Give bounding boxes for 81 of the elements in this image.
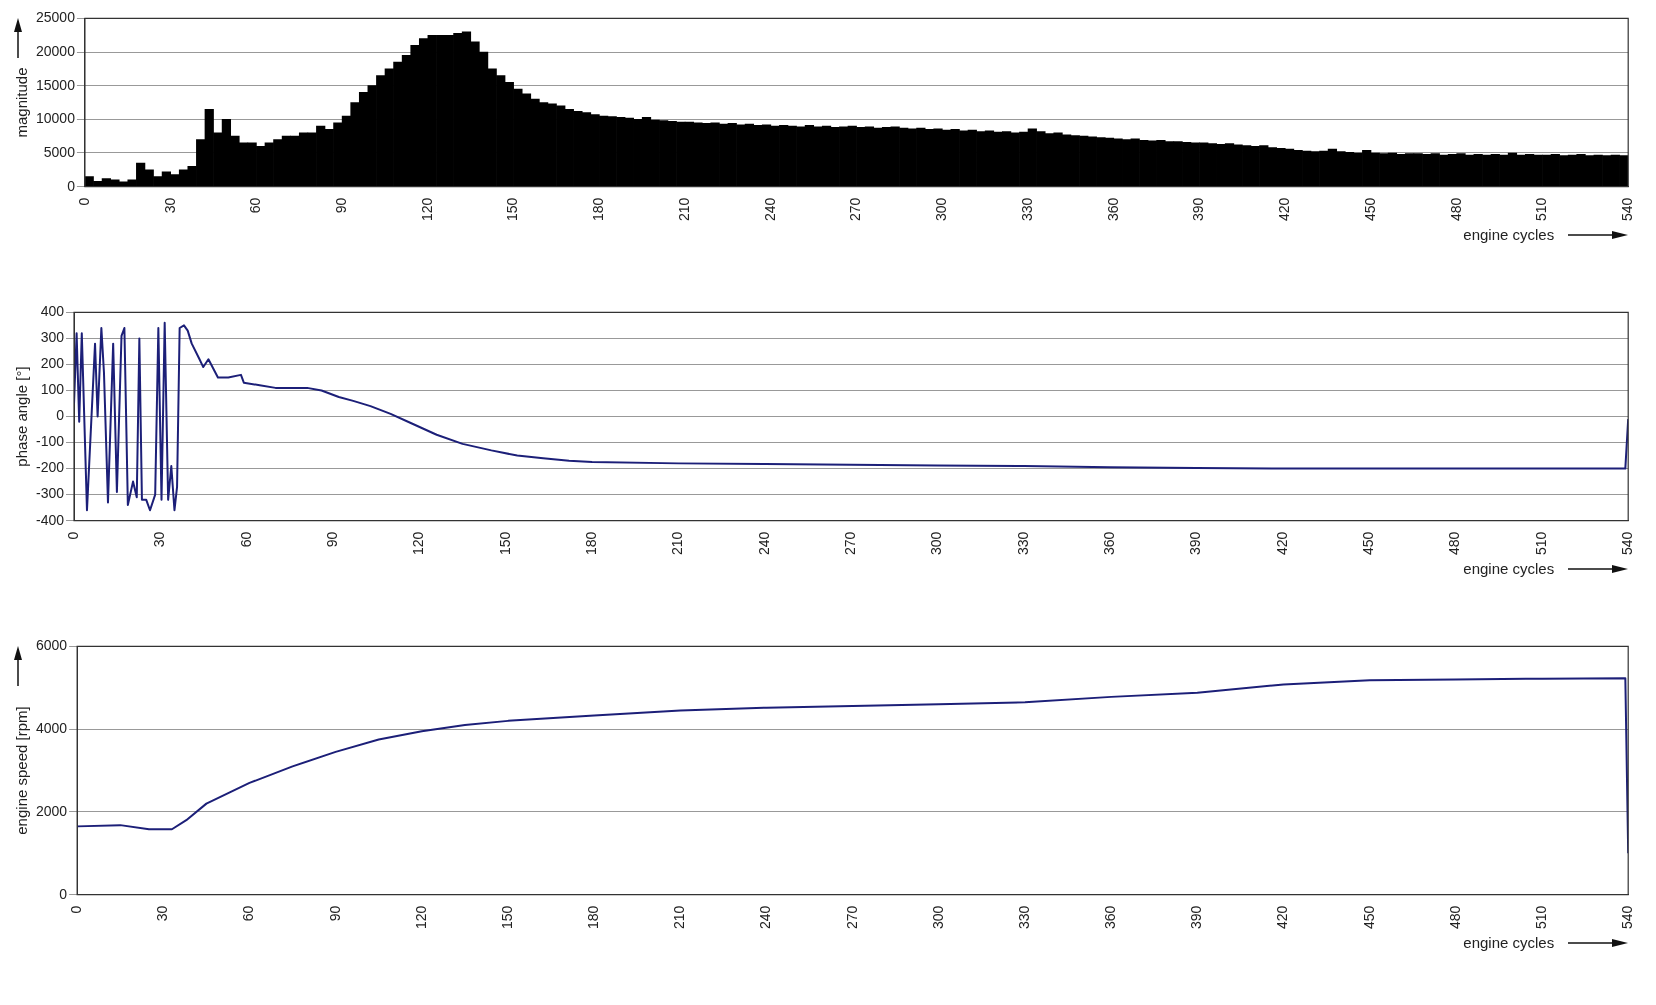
x-tick-label: 300 [933, 197, 950, 221]
y-tick-label: 6000 [35, 637, 68, 654]
x-tick-label: 330 [1014, 531, 1031, 555]
x-tick-label: 330 [1018, 197, 1035, 221]
x-tick-label: 120 [410, 531, 427, 555]
x-tick-label: 540 [1619, 531, 1636, 555]
x-tick-label: 0 [75, 197, 92, 206]
x-tick-label: 270 [847, 197, 864, 221]
y-tick-label: -200 [35, 459, 65, 476]
y-tick-label: 300 [40, 329, 65, 346]
x-tick-label: 420 [1273, 531, 1290, 555]
y-tick-label: 0 [59, 885, 68, 902]
x-axis-title: engine cycles [1463, 934, 1555, 951]
y-tick-label: 5000 [43, 143, 76, 160]
y-tick-label: -300 [35, 485, 65, 502]
y-axis-title: magnitude [13, 67, 31, 138]
x-tick-label: 120 [412, 905, 429, 929]
x-tick-label: 180 [590, 197, 607, 221]
y-tick-label: 20000 [35, 42, 76, 59]
x-tick-label: 210 [675, 197, 692, 221]
y-tick-label: 0 [67, 177, 76, 194]
y-tick-label: 400 [40, 303, 65, 320]
x-tick-label: 0 [68, 905, 84, 914]
x-tick-label: 90 [326, 905, 343, 922]
x-tick-label: 240 [761, 197, 778, 221]
y-axis-title: engine speed [rpm] [13, 706, 31, 835]
x-tick-label: 390 [1187, 531, 1204, 555]
x-tick-label: 480 [1446, 531, 1463, 555]
x-tick-label: 450 [1360, 531, 1377, 555]
x-tick-label: 30 [151, 531, 168, 548]
x-tick-label: 150 [498, 905, 515, 929]
x-tick-label: 360 [1102, 905, 1119, 929]
x-tick-label: 270 [843, 905, 860, 929]
x-tick-label: 510 [1533, 197, 1550, 221]
x-tick-label: 60 [237, 531, 254, 548]
y-tick-label: -400 [35, 511, 65, 528]
x-tick-label: 180 [585, 905, 602, 929]
x-tick-label: 390 [1188, 905, 1205, 929]
x-tick-label: 480 [1447, 197, 1464, 221]
x-tick-label: 150 [504, 197, 521, 221]
y-tick-label: 10000 [35, 110, 76, 127]
x-tick-label: 240 [755, 531, 772, 555]
x-tick-label: 540 [1619, 905, 1636, 929]
x-tick-label: 510 [1532, 905, 1549, 929]
y-tick-label: 200 [40, 355, 65, 372]
y-tick-label: 4000 [35, 720, 68, 737]
x-tick-label: 450 [1361, 197, 1378, 221]
x-tick-label: 150 [496, 531, 513, 555]
y-tick-label: 100 [40, 381, 65, 398]
x-tick-label: 60 [247, 197, 264, 214]
y-tick-label: 25000 [35, 9, 76, 26]
x-tick-label: 300 [928, 531, 945, 555]
y-tick-label: -100 [35, 433, 65, 450]
x-axis-title: engine cycles [1463, 560, 1555, 577]
x-tick-label: 480 [1446, 905, 1463, 929]
x-tick-label: 420 [1274, 905, 1291, 929]
x-tick-label: 450 [1360, 905, 1377, 929]
x-tick-label: 360 [1104, 197, 1121, 221]
x-tick-label: 390 [1190, 197, 1207, 221]
x-tick-label: 30 [154, 905, 171, 922]
x-tick-label: 360 [1101, 531, 1117, 555]
x-tick-label: 330 [1015, 905, 1032, 929]
x-tick-label: 210 [669, 531, 686, 555]
x-tick-label: 540 [1619, 197, 1636, 221]
y-tick-label: 0 [56, 407, 65, 424]
x-tick-label: 270 [841, 531, 858, 555]
y-axis-title: phase angle [°] [13, 366, 31, 467]
x-tick-label: 240 [757, 905, 774, 929]
y-tick-label: 15000 [35, 76, 76, 93]
x-tick-label: 510 [1532, 531, 1549, 555]
x-tick-label: 90 [323, 531, 340, 548]
x-axis-title: engine cycles [1463, 226, 1555, 243]
x-tick-label: 120 [418, 197, 435, 221]
x-tick-label: 420 [1276, 197, 1293, 221]
x-tick-label: 300 [929, 905, 946, 929]
x-tick-label: 60 [240, 905, 257, 922]
x-tick-label: 210 [671, 905, 688, 929]
x-tick-label: 30 [161, 197, 178, 214]
x-tick-label: 180 [582, 531, 599, 555]
y-tick-label: 2000 [35, 802, 68, 819]
x-tick-label: 90 [333, 197, 349, 214]
